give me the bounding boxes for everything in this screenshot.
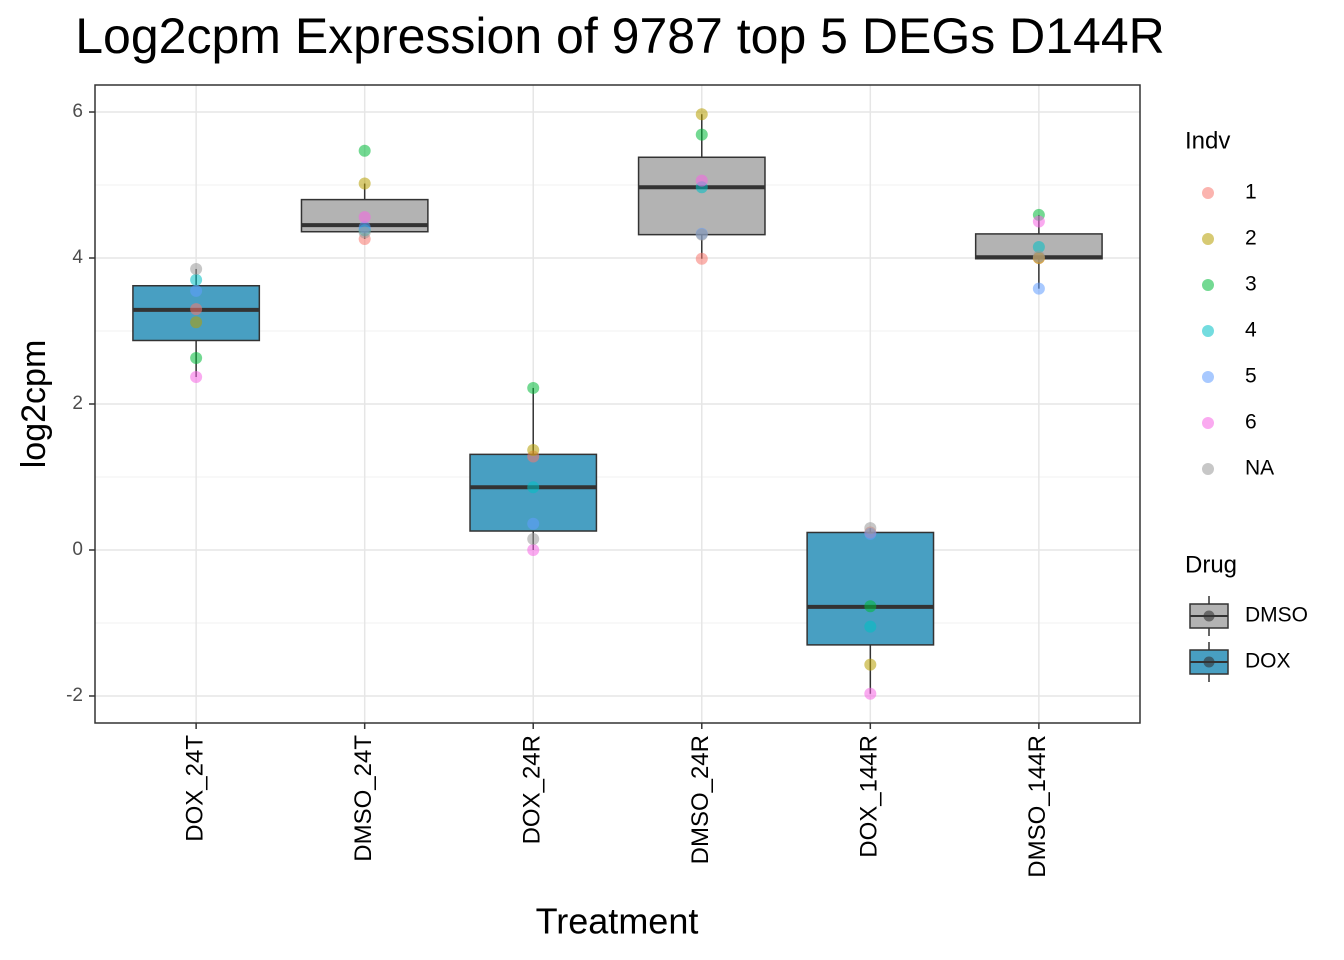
legend-label: 3 (1245, 273, 1257, 296)
y-tick-label: 4 (72, 247, 83, 268)
point (864, 658, 877, 671)
point (864, 600, 877, 613)
legend-key (1202, 371, 1214, 383)
point (190, 370, 203, 383)
plot-border (94, 84, 1141, 724)
point (527, 517, 540, 530)
point (358, 177, 371, 190)
point (190, 352, 203, 365)
legend-key (1203, 610, 1215, 622)
point (695, 174, 708, 187)
point (358, 226, 371, 239)
point (695, 252, 708, 265)
legend-title: Indv (1185, 127, 1230, 154)
legend-label: NA (1245, 457, 1274, 480)
legend-key (1202, 233, 1214, 245)
point (1032, 250, 1045, 263)
point (527, 481, 540, 494)
legend-label: 5 (1245, 365, 1257, 388)
point (1032, 282, 1045, 295)
point (864, 687, 877, 700)
point (864, 620, 877, 633)
x-tick-label: DOX_24R (519, 735, 546, 844)
point (190, 316, 203, 329)
point (1032, 215, 1045, 228)
legend-label: DOX (1245, 650, 1291, 673)
x-axis-label: Treatment (536, 901, 699, 942)
legend-key (1202, 463, 1214, 475)
legend-label: 6 (1245, 411, 1257, 434)
x-tick-label: DMSO_144R (1024, 735, 1051, 878)
x-tick-label: DMSO_24R (687, 735, 714, 864)
point (527, 543, 540, 556)
legend-key (1202, 325, 1214, 337)
y-tick-label: 0 (72, 539, 83, 560)
y-tick-label: 2 (72, 393, 83, 414)
x-tick-label: DOX_144R (856, 735, 883, 858)
legend-key (1202, 279, 1214, 291)
y-tick-label: 6 (72, 101, 83, 122)
point (695, 228, 708, 241)
x-tick-label: DOX_24T (181, 735, 208, 842)
point (190, 262, 203, 275)
legend-label: 4 (1245, 319, 1257, 342)
box (637, 156, 766, 236)
chart-title: Log2cpm Expression of 9787 top 5 DEGs D1… (75, 8, 1165, 64)
legend-key (1202, 417, 1214, 429)
point (864, 522, 877, 535)
point (527, 443, 540, 456)
legend-key (1203, 656, 1215, 668)
point (527, 533, 540, 546)
y-axis-label: log2cpm (15, 340, 53, 469)
point (190, 303, 203, 316)
y-tick-label: -2 (66, 685, 83, 706)
legend-label: 1 (1245, 181, 1257, 204)
point (695, 128, 708, 141)
legend-label: 2 (1245, 227, 1257, 250)
point (190, 284, 203, 297)
legend-label: DMSO (1245, 604, 1308, 627)
point (358, 211, 371, 224)
point (695, 108, 708, 121)
x-tick-label: DMSO_24T (350, 735, 377, 862)
point (358, 144, 371, 157)
legend-key (1202, 187, 1214, 199)
point (527, 381, 540, 394)
point (190, 273, 203, 286)
point (1032, 241, 1045, 254)
legend-title: Drug (1185, 551, 1237, 578)
